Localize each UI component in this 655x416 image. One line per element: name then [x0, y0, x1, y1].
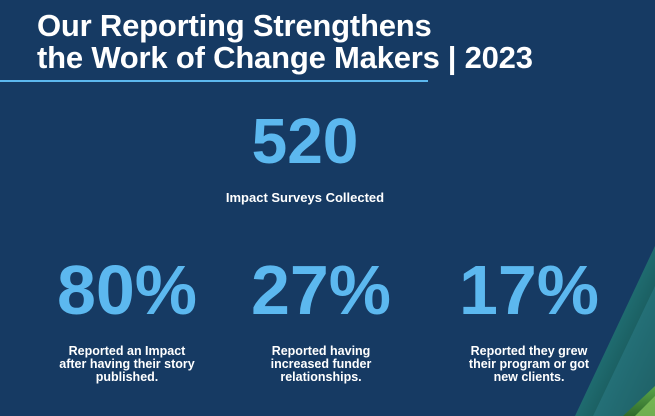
stat-label-line: Reported an Impact	[68, 344, 186, 358]
stat-label-line: relationships.	[280, 370, 362, 384]
title-line-1: Our Reporting Strengthens	[37, 8, 432, 43]
stat-label-line: their program or got	[468, 357, 590, 371]
stat-value-funder: 27%	[250, 251, 392, 329]
stat-label-line: new clients.	[493, 370, 565, 384]
title-line-2-text: the Work of Change Makers	[37, 40, 440, 75]
stat-label-impact: Reported an Impact after having their st…	[27, 345, 227, 384]
stat-value-growth: 17%	[458, 251, 600, 329]
stat-label-line: increased funder	[270, 357, 372, 371]
stat-label-line: published.	[95, 370, 159, 384]
page-title: Our Reporting Strengthens the Work of Ch…	[37, 10, 533, 74]
stat-label-funder: Reported having increased funder relatio…	[221, 345, 421, 384]
stat-label-line: after having their story	[59, 357, 195, 371]
title-underline	[0, 80, 428, 82]
decorative-corner-image	[575, 246, 655, 416]
headline-value: 520	[251, 105, 359, 177]
stat-label-line: Reported they grew	[470, 344, 588, 358]
title-line-2: the Work of Change Makers | 2023	[37, 42, 533, 74]
title-year: | 2023	[447, 40, 533, 75]
stat-value-impact: 80%	[56, 251, 198, 329]
stat-label-line: Reported having	[271, 344, 371, 358]
headline-label: Impact Surveys Collected	[225, 190, 385, 205]
stat-label-growth: Reported they grew their program or got …	[429, 345, 629, 384]
